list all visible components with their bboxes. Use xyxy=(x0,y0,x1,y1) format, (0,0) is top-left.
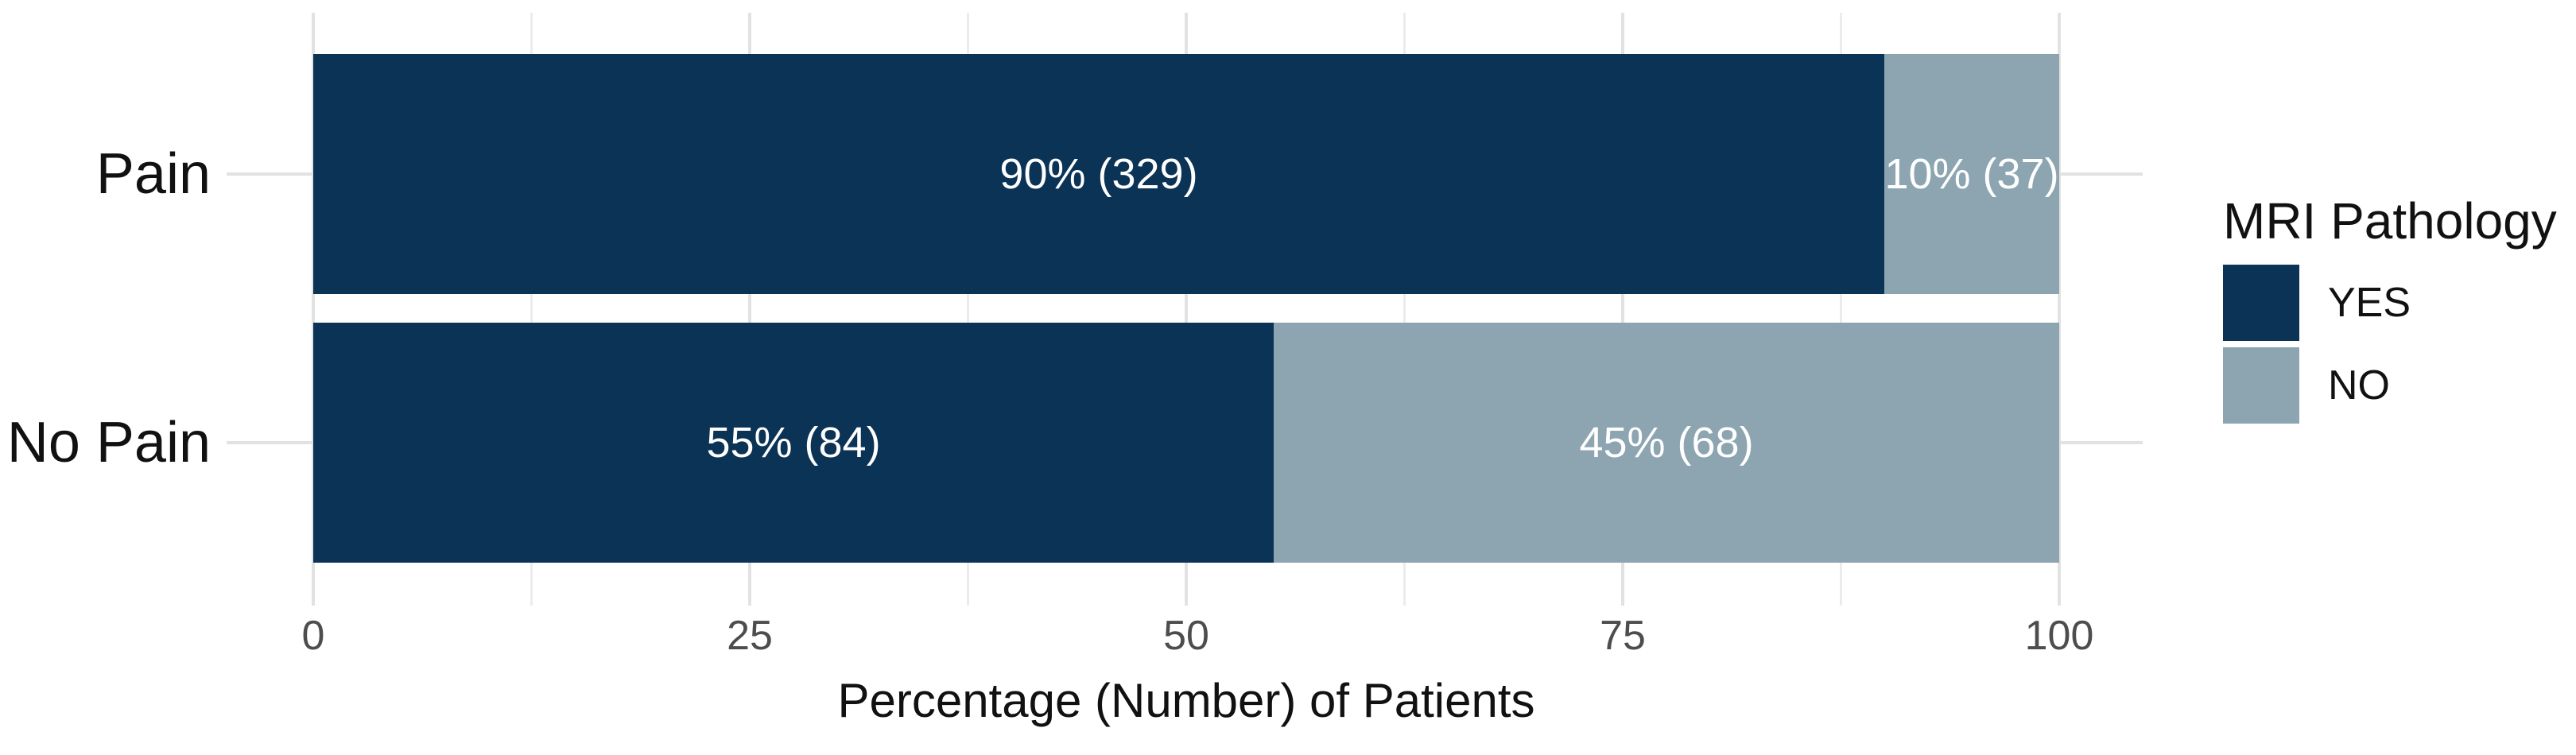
plot-panel: 90% (329) 10% (37) 55% (84) 45% (68) xyxy=(227,13,2143,606)
legend-title: MRI Pathology xyxy=(2223,192,2557,250)
gridline-x-25 xyxy=(748,13,751,606)
bar-pain-no-label: 10% (37) xyxy=(1884,150,2059,198)
gridline-x-0 xyxy=(312,13,315,606)
legend-swatch-no xyxy=(2223,347,2299,424)
gridline-x-75 xyxy=(1621,13,1624,606)
gridline-x-100 xyxy=(2058,13,2061,606)
gridline-x-87-5 xyxy=(1840,13,1842,606)
bar-no-pain-segment-yes: 55% (84) xyxy=(313,323,1274,563)
legend-label-no: NO xyxy=(2328,362,2390,408)
gridline-x-37-5 xyxy=(967,13,969,606)
gridline-x-12-5 xyxy=(530,13,533,606)
legend-label-yes: YES xyxy=(2328,280,2411,326)
bar-no-pain-segment-no: 45% (68) xyxy=(1274,323,2059,563)
legend-swatch-yes xyxy=(2223,265,2299,341)
x-tick-label-50: 50 xyxy=(1163,613,1209,659)
x-tick-label-100: 100 xyxy=(2024,613,2094,659)
bar-no-pain: 55% (84) 45% (68) xyxy=(313,323,2059,563)
x-axis-title: Percentage (Number) of Patients xyxy=(837,674,1535,727)
gridline-x-62-5 xyxy=(1403,13,1406,606)
y-axis-label-pain: Pain xyxy=(95,142,211,206)
y-axis-label-no-pain: No Pain xyxy=(6,411,211,474)
bar-no-pain-no-label: 45% (68) xyxy=(1579,419,1754,467)
bar-pain: 90% (329) 10% (37) xyxy=(313,54,2059,294)
bar-pain-yes-label: 90% (329) xyxy=(999,150,1198,198)
x-tick-label-25: 25 xyxy=(727,613,773,659)
x-tick-label-0: 0 xyxy=(301,613,325,659)
bar-pain-segment-yes: 90% (329) xyxy=(313,54,1884,294)
gridline-x-50 xyxy=(1185,13,1188,606)
x-tick-label-75: 75 xyxy=(1600,613,1646,659)
bar-no-pain-yes-label: 55% (84) xyxy=(706,419,881,467)
bar-pain-segment-no: 10% (37) xyxy=(1884,54,2059,294)
